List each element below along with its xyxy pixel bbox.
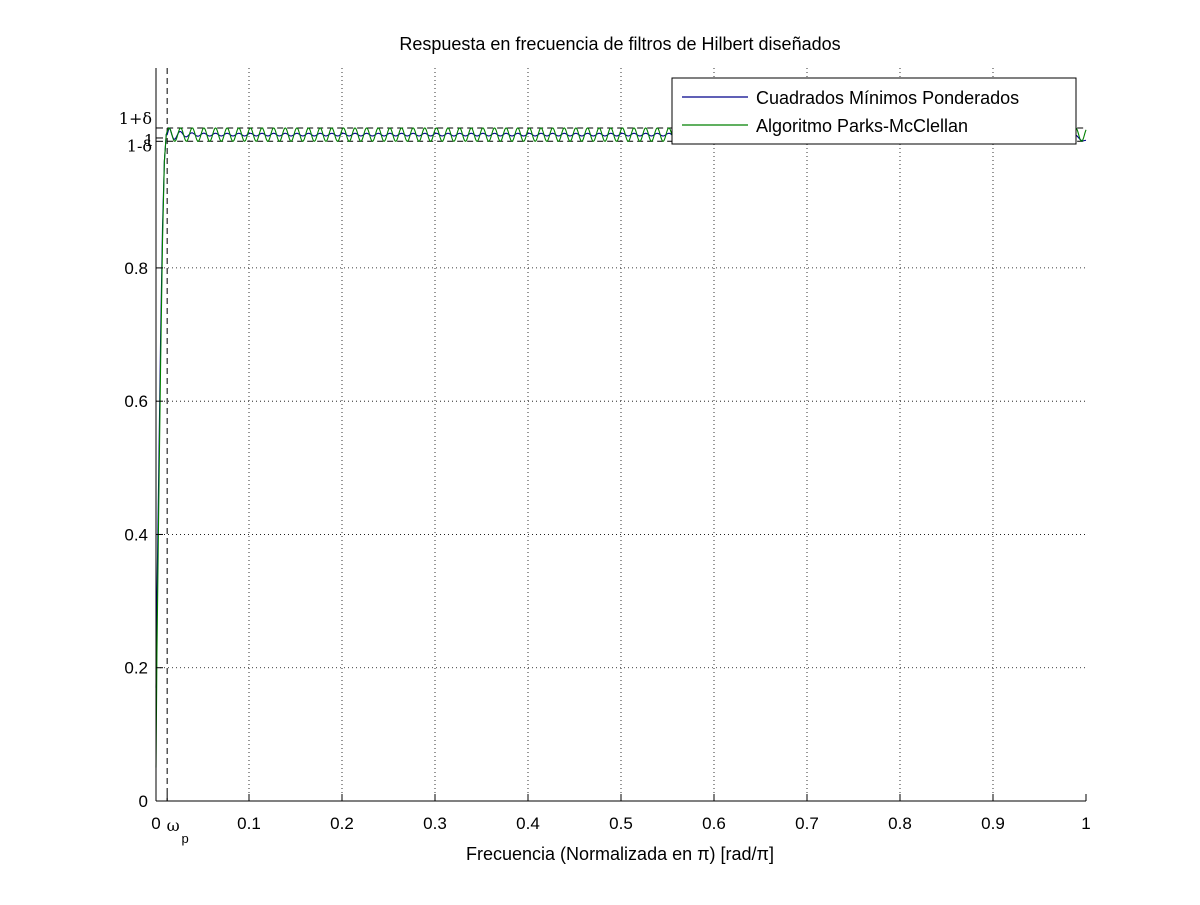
special-y-label: 1 [144, 131, 154, 150]
y-tick-label: 0 [139, 792, 148, 811]
y-tick-label: 0.8 [124, 259, 148, 278]
x-tick-label: 0.4 [516, 814, 540, 833]
y-tick-label: 0.6 [124, 392, 148, 411]
special-y-label: 1-δ [127, 136, 152, 155]
x-tick-label: 1 [1081, 814, 1090, 833]
x-tick-label: 0.5 [609, 814, 633, 833]
legend: Cuadrados Mínimos Ponderados Algoritmo P… [671, 77, 1077, 145]
x-tick-label: 0 [151, 814, 160, 833]
y-tick-label: 0.4 [124, 525, 148, 544]
legend-label-series-0: Cuadrados Mínimos Ponderados [756, 88, 1019, 108]
x-axis-label: Frecuencia (Normalizada en π) [rad/π] [466, 844, 774, 864]
chart-title: Respuesta en frecuencia de filtros de Hi… [399, 34, 840, 54]
grid-layer [156, 68, 1086, 801]
special-y-label: 1+δ [119, 109, 152, 128]
x-tick-label: 0.3 [423, 814, 447, 833]
omega-p-label: ω [167, 816, 180, 835]
x-tick-label: 0.7 [795, 814, 819, 833]
x-tick-label: 0.8 [888, 814, 912, 833]
x-tick-label: 0.6 [702, 814, 726, 833]
ticks-layer: 0 0.1 0.2 0.3 0.4 0.5 0.6 0.7 0.8 0.9 1 0 0.2 0.4 0.6 0… [119, 109, 1091, 846]
legend-label-series-1: Algoritmo Parks-McClellan [756, 116, 968, 136]
y-tick-label: 0.2 [124, 659, 148, 678]
legend-box [671, 77, 1077, 145]
x-tick-label: 0.9 [981, 814, 1005, 833]
omega-p-subscript: p [182, 831, 189, 846]
x-tick-label: 0.2 [330, 814, 354, 833]
x-tick-label: 0.1 [237, 814, 261, 833]
